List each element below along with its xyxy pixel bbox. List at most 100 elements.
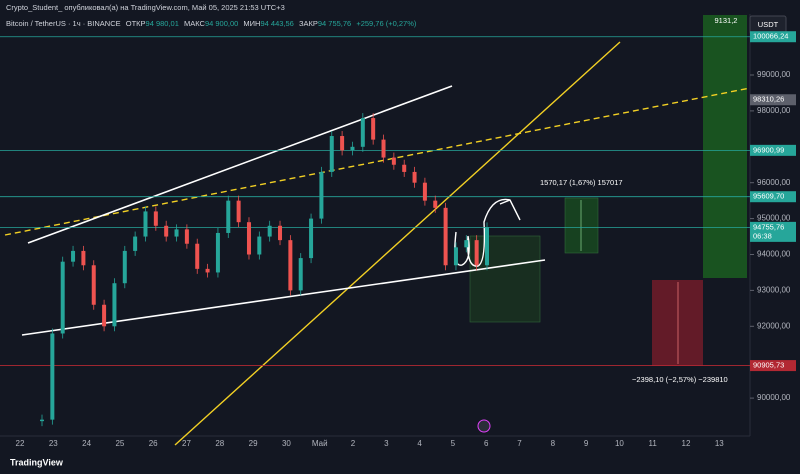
price-tag-label: 90905,73 [753,361,784,370]
high-label: МАКС [184,19,206,28]
hand-drawn-path [454,198,521,267]
candle-body [288,240,293,291]
date-label: 10 [615,439,624,448]
event-icon[interactable] [477,419,491,433]
candle-body [464,240,469,248]
candle-body [205,268,210,273]
candle-body [81,250,86,266]
candle-body [40,419,44,422]
candle-body [329,136,334,172]
date-label: 13 [715,439,724,448]
candle-body [360,118,365,147]
cut-label: 9131,2 [715,16,738,25]
price-tag [750,360,796,372]
candle-body [71,250,76,262]
candle-body [402,164,407,172]
high: 94 900,00 [205,19,238,28]
date-label: Май [312,439,328,448]
price-tag [750,31,796,43]
date-label: 24 [82,439,91,448]
candle-body [143,211,148,237]
candle-body [50,333,55,420]
publisher: Crypto_Student_ опубликовал(а) на Tradin… [6,3,285,12]
candle-body [60,261,65,334]
price-tag [750,221,796,242]
candle-body [267,225,272,237]
candle-body [433,200,438,208]
low: 94 443,56 [260,19,293,28]
candle-body [309,218,314,259]
price-tag-sub: 06:38 [753,231,772,240]
date-label: 23 [49,439,58,448]
price-label: 94000,00 [757,250,791,259]
price-label: 99000,00 [757,70,791,79]
date-label: 3 [384,439,389,448]
date-label: 5 [451,439,456,448]
price-tag-label: 96900,99 [753,145,784,154]
candle-body [226,200,231,233]
loss-zone [652,280,703,366]
price-label: 93000,00 [757,286,791,295]
candle-body [133,236,138,251]
date-label: 25 [115,439,124,448]
candle-body [422,182,427,201]
candle-body [319,171,324,219]
date-label: 22 [16,439,25,448]
candle-body [391,157,396,165]
price-tag [750,144,796,156]
target-box [564,197,599,254]
open: 94 980,01 [146,19,179,28]
footer-logo: TradingView [10,457,64,467]
date-label: 4 [417,439,422,448]
target-annotation: 1570,17 (1,67%) 157017 [540,178,623,187]
price-tag [750,94,796,106]
range-box [469,235,541,323]
channel-bottom [21,259,546,336]
price-label: 95000,00 [757,214,791,223]
ohlc-legend: Bitcoin / TetherUS · 1ч · BINANCE ОТКР94… [6,19,417,28]
date-label: 12 [682,439,691,448]
candle-body [257,236,262,255]
date-label: 26 [149,439,158,448]
candle-body [453,247,458,266]
date-label: 7 [517,439,522,448]
yellow-trendline [174,41,621,446]
date-label: 8 [551,439,556,448]
date-label: 27 [182,439,191,448]
price-tag-label: 100066,24 [753,32,788,41]
price-tag [750,191,796,203]
candle-body [371,118,376,140]
close-label: ЗАКР [299,19,318,28]
date-label: 6 [484,439,489,448]
stop-annotation: −2398,10 (−2,57%) −239810 [632,375,728,384]
candle-body [102,304,107,327]
candle-body [91,265,96,305]
candle-body [236,200,241,223]
candle-body [246,222,251,255]
price-tag-label: 94755,76 [753,222,784,231]
candle-body [298,258,303,291]
candle-body [381,139,386,158]
candle-body [340,136,345,151]
change: +259,76 (+0,27%) [356,19,417,28]
date-label: 9 [584,439,589,448]
candle-body [164,225,169,237]
candle-body [184,229,189,244]
date-label: 2 [351,439,356,448]
candle-body [195,243,200,269]
channel-top [27,85,453,244]
candle-body [122,250,127,284]
yellow-dashed-line [4,87,751,236]
candle-body [278,225,283,241]
price-label: 96000,00 [757,178,791,187]
price-label: 92000,00 [757,321,791,330]
close: 94 755,76 [318,19,351,28]
candle-body [112,283,117,327]
price-label: 98000,00 [757,106,791,115]
date-label: 29 [249,439,258,448]
date-label: 30 [282,439,291,448]
open-label: ОТКР [126,19,146,28]
symbol: Bitcoin / TetherUS · 1ч · BINANCE [6,19,121,28]
